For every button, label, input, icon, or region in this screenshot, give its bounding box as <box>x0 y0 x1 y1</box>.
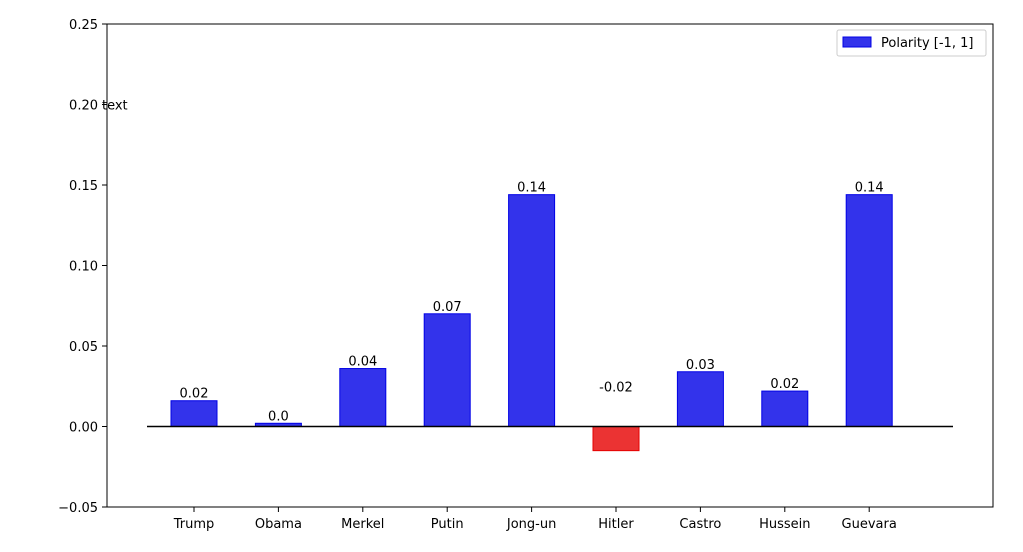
bar-value-label: 0.0 <box>268 409 289 424</box>
bars <box>170 194 893 452</box>
bar-value-label: 0.04 <box>348 355 377 370</box>
x-axis: Trump Obama Merkel Putin Jong-un Hitler Castro… <box>173 507 897 532</box>
y-tick-label: 0.15 <box>69 179 98 194</box>
bar <box>508 194 556 427</box>
bar-value-label: 0.03 <box>686 358 715 373</box>
bar-value-label: 0.02 <box>180 387 209 402</box>
bar <box>170 400 218 427</box>
x-tick-label: Trump <box>173 517 215 532</box>
x-tick-label: Castro <box>679 517 721 532</box>
x-tick-label: Hitler <box>598 517 634 532</box>
x-tick-label: Hussein <box>759 517 810 532</box>
y-tick-label: 0.10 <box>69 260 98 275</box>
bar <box>592 426 640 452</box>
bar <box>761 390 809 427</box>
bar-value-label: 0.14 <box>855 181 884 196</box>
bar <box>339 368 387 428</box>
x-tick-label: Obama <box>255 517 302 532</box>
y-tick-label: 0.05 <box>69 340 98 355</box>
y-tick-label: −0.05 <box>58 501 98 516</box>
legend-label: Polarity [-1, 1] <box>881 36 973 51</box>
bar-value-label: 0.02 <box>770 377 799 392</box>
bar <box>845 194 893 427</box>
bar-value-label: -0.02 <box>599 380 633 395</box>
legend-swatch <box>842 36 872 48</box>
bar <box>676 371 724 428</box>
bar-value-label: 0.14 <box>517 181 546 196</box>
legend: Polarity [-1, 1] <box>836 29 987 57</box>
x-tick-label: Guevara <box>842 517 897 532</box>
x-tick-label: Merkel <box>341 517 384 532</box>
data-labels: 0.02 0.0 0.04 0.07 0.14 -0.02 0.03 0.02 0.14 <box>180 181 884 425</box>
x-tick-label: Putin <box>431 517 464 532</box>
legend-box <box>836 29 987 57</box>
bar <box>423 313 471 427</box>
y-tick-label: 0.20 <box>69 99 98 114</box>
annotation-text: text <box>102 99 128 114</box>
x-tick-label: Jong-un <box>506 517 556 532</box>
y-tick-label: 0.00 <box>69 421 98 436</box>
bar-value-label: 0.07 <box>433 300 462 315</box>
y-tick-label: 0.25 <box>69 18 98 33</box>
y-axis: −0.05 0.00 0.05 0.10 0.15 0.20 0.25 <box>58 18 107 516</box>
